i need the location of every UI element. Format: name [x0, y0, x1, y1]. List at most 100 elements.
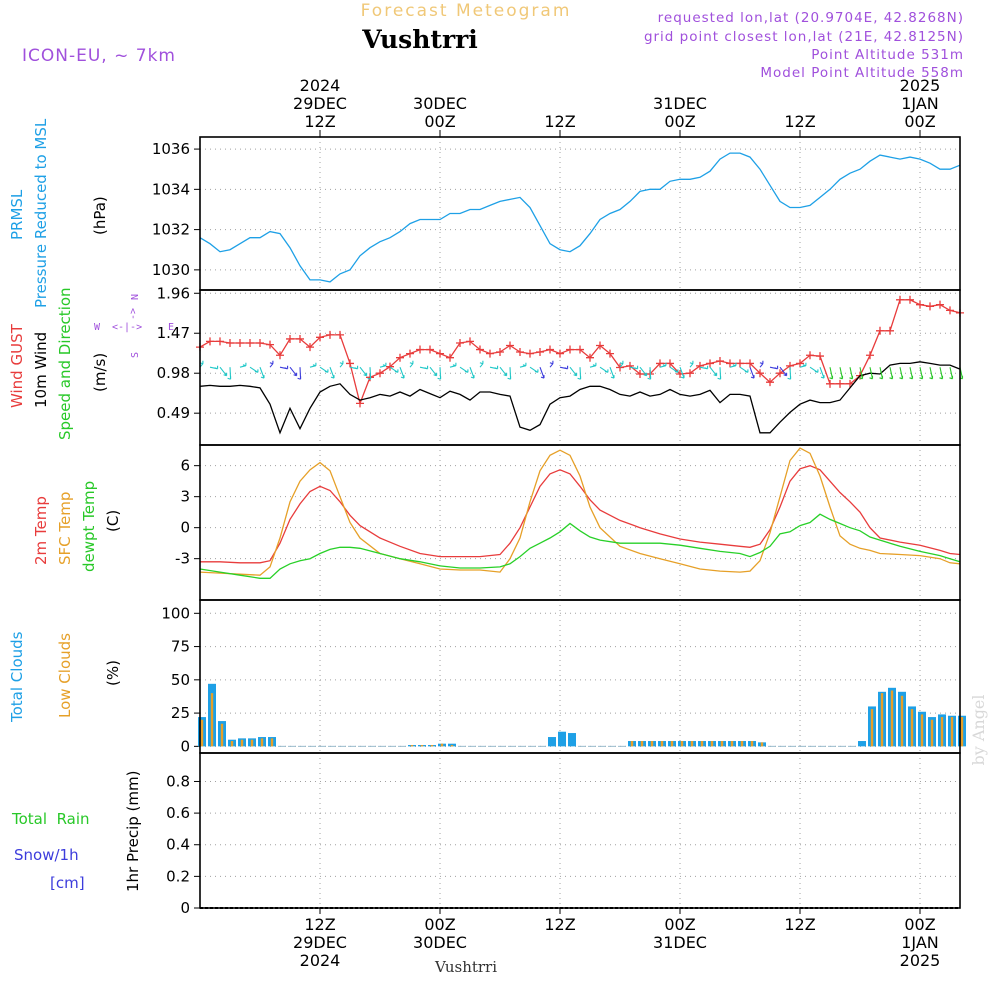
- top-time-label: 12Z: [304, 112, 335, 131]
- point-altitude: Point Altitude 531m: [811, 47, 964, 63]
- wind-barb: [839, 367, 844, 380]
- gust-marker: [376, 369, 384, 378]
- y-tick-label: 0.98: [157, 364, 190, 382]
- top-time-label: 1JAN: [901, 94, 939, 113]
- low-cloud-bar: [880, 693, 884, 747]
- wind-barb: [459, 366, 469, 373]
- compass-w: W: [94, 322, 101, 333]
- low-cloud-bar: [870, 709, 874, 747]
- top-time-label: 12Z: [784, 112, 815, 131]
- wind-barb: [899, 367, 904, 380]
- low-cloud-bar: [700, 741, 704, 747]
- gust-marker: [636, 370, 644, 379]
- y-tick-label: 1.96: [157, 284, 190, 302]
- gust-marker: [416, 345, 424, 354]
- gust-marker: [596, 341, 604, 350]
- gust-marker: [426, 345, 434, 354]
- wind-barb: [329, 367, 335, 379]
- gust-marker: [696, 361, 704, 370]
- gust-marker: [756, 369, 764, 378]
- compass-n: N: [130, 294, 141, 300]
- wind-barb: [539, 367, 545, 379]
- gust-marker: [796, 359, 804, 368]
- low-cloud-bar: [680, 741, 684, 747]
- wind-barb: [769, 365, 779, 370]
- wind-barb: [379, 362, 387, 368]
- low-cloud-bar: [220, 723, 224, 747]
- gust-marker: [516, 348, 524, 356]
- y-tick-label: 3: [180, 488, 190, 506]
- gust-marker: [446, 353, 454, 362]
- low-cloud-bar: [920, 714, 924, 747]
- gust-marker: [286, 334, 294, 343]
- model-point-altitude: Model Point Altitude 558m: [760, 65, 964, 81]
- y-tick-label: 75: [171, 638, 190, 656]
- low-cloud-bar: [930, 719, 934, 747]
- wind-barb: [949, 367, 954, 380]
- wind-barb: [529, 366, 539, 373]
- gust-marker: [866, 351, 874, 360]
- pressure-unit: (hPa): [91, 196, 109, 235]
- wind-barb: [297, 367, 302, 380]
- gust-marker: [766, 378, 774, 387]
- low-cloud-bar: [720, 741, 724, 747]
- wind-barb: [519, 362, 527, 368]
- temp-unit: (C): [104, 510, 122, 532]
- top-time-label: 2024: [300, 76, 341, 95]
- y-tick-label: 0.8: [166, 772, 190, 790]
- wind-barb: [919, 367, 924, 380]
- low-cloud-bar: [630, 741, 634, 747]
- gust-marker: [266, 340, 274, 349]
- wind-barb: [499, 366, 508, 377]
- top-time-label: 31DEC: [653, 94, 707, 113]
- wind-barb: [389, 366, 399, 373]
- wind-barb: [939, 367, 944, 380]
- low-cloud-bar: [450, 745, 454, 747]
- gust-marker: [946, 306, 954, 315]
- gust-marker: [616, 363, 624, 372]
- low-cloud-bar: [740, 741, 744, 747]
- wind-barb: [249, 366, 259, 373]
- panel-frame: [199, 444, 961, 601]
- gust-marker: [506, 341, 514, 350]
- panel-2: -3 0 3 6: [175, 444, 961, 601]
- wind-barb: [717, 367, 722, 380]
- gust-marker: [256, 339, 264, 348]
- bottom-time-label: 1JAN: [901, 933, 939, 952]
- panel-frame: [199, 599, 961, 754]
- gust-marker: [206, 337, 214, 346]
- gust-marker: [346, 359, 354, 368]
- wind-barb: [619, 360, 624, 368]
- y-tick-label: 100: [161, 604, 190, 622]
- svg-text:->: ->: [128, 308, 139, 320]
- wind-barb: [829, 367, 834, 380]
- wind-barb: [577, 367, 582, 380]
- bottom-time-label: 12Z: [544, 915, 575, 934]
- wind-barb: [309, 362, 317, 368]
- prmsl-long-label: Pressure Reduced to MSL: [32, 118, 50, 308]
- footer-location: Vushtrri: [434, 958, 497, 976]
- svg-text:<-|->: <-|->: [112, 322, 142, 333]
- series-2m-temp: [200, 465, 961, 564]
- wind-barb: [659, 362, 667, 368]
- gust-marker: [716, 356, 724, 365]
- low-cloud-bar: [240, 739, 244, 747]
- low-cloud-bar: [440, 743, 444, 747]
- snow-label: Snow/1h: [14, 846, 79, 864]
- low-cloud-bar: [710, 741, 714, 747]
- low-cloud-bar: [760, 742, 764, 747]
- gust-marker: [776, 369, 784, 378]
- gust-marker: [936, 300, 944, 309]
- low-clouds-label: Low Clouds: [56, 633, 74, 718]
- series-dewpt-temp: [199, 513, 961, 579]
- y-tick-label: 50: [171, 671, 190, 689]
- wind-barb: [429, 366, 438, 377]
- wind-barb: [409, 360, 414, 368]
- low-cloud-bar: [230, 741, 234, 747]
- y-tick-label: 0.4: [166, 836, 190, 854]
- y-tick-label: 6: [180, 457, 190, 475]
- gust-marker: [836, 379, 844, 388]
- total-cloud-bar: [558, 731, 566, 747]
- panel-frame: [199, 752, 961, 909]
- snow-unit: [cm]: [50, 874, 85, 892]
